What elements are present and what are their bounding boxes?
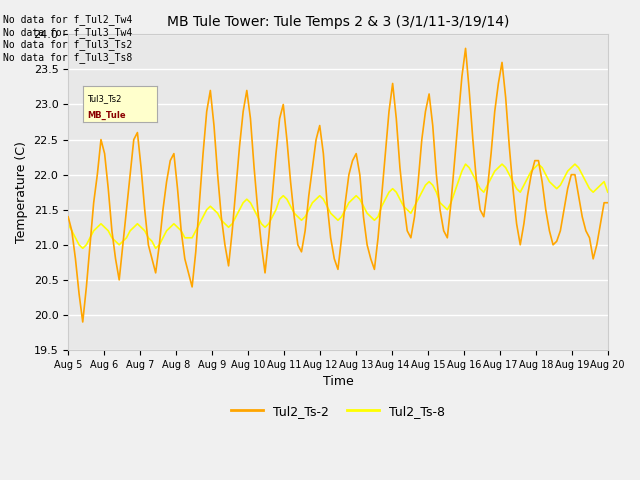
X-axis label: Time: Time (323, 375, 353, 388)
Text: MB_Tule: MB_Tule (87, 110, 125, 120)
Text: No data for f_Tul2_Tw4
No data for f_Tul3_Tw4
No data for f_Tul3_Ts2
No data for: No data for f_Tul2_Tw4 No data for f_Tul… (3, 14, 132, 63)
Text: Tul3_Ts2: Tul3_Ts2 (87, 95, 121, 104)
Legend: Tul2_Ts-2, Tul2_Ts-8: Tul2_Ts-2, Tul2_Ts-8 (227, 400, 449, 423)
Title: MB Tule Tower: Tule Temps 2 & 3 (3/1/11-3/19/14): MB Tule Tower: Tule Temps 2 & 3 (3/1/11-… (167, 15, 509, 29)
Y-axis label: Temperature (C): Temperature (C) (15, 141, 28, 243)
